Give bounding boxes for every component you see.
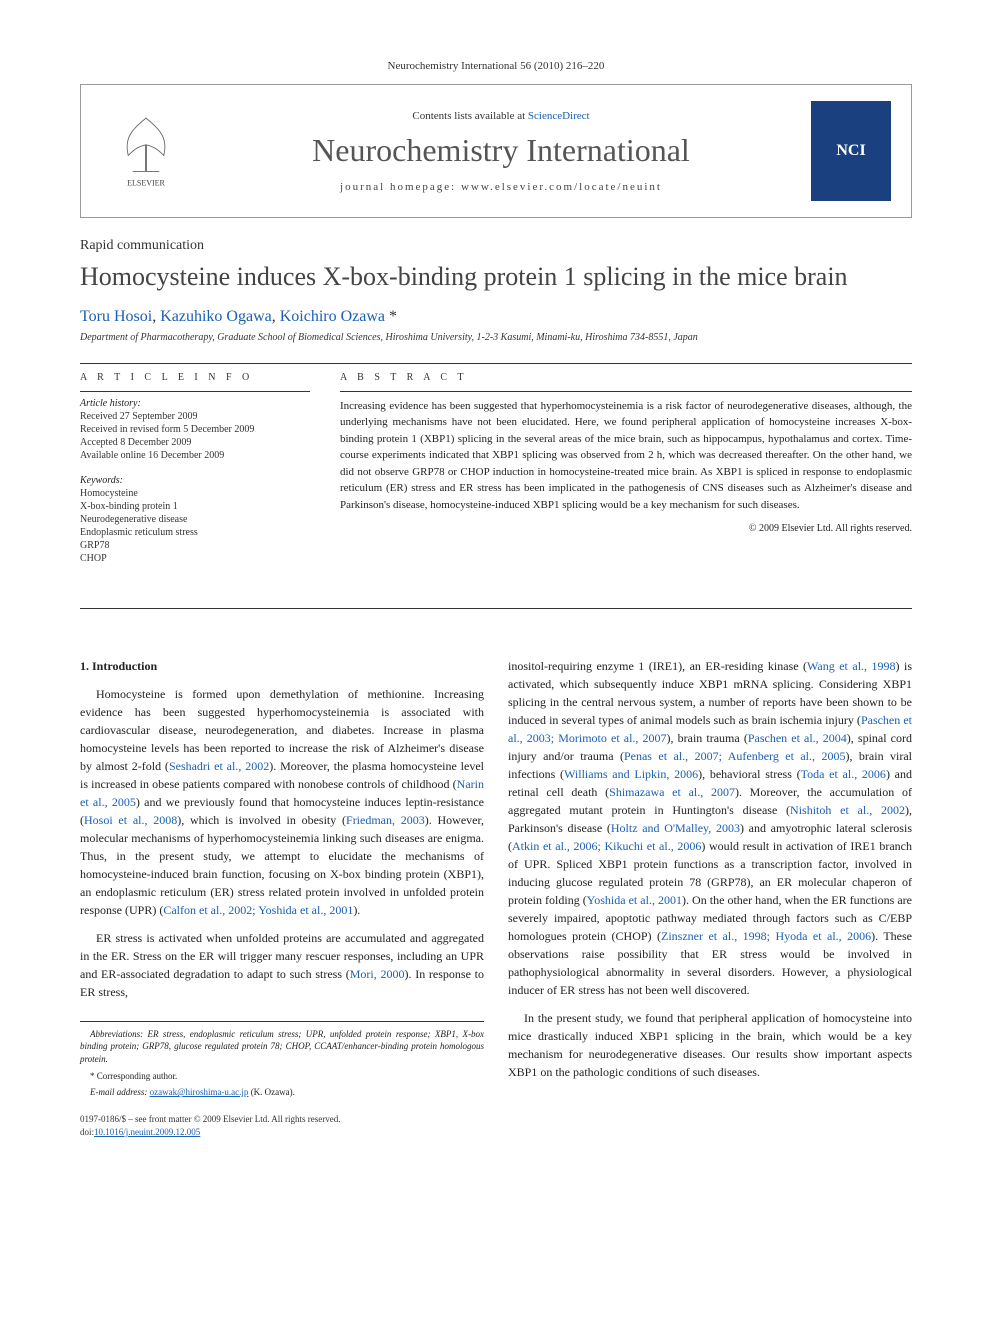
article-title: Homocysteine induces X-box-binding prote… bbox=[80, 260, 912, 294]
page: Neurochemistry International 56 (2010) 2… bbox=[0, 0, 992, 1180]
doi-line: doi:10.1016/j.neuint.2009.12.005 bbox=[80, 1126, 484, 1140]
author-link-ozawa[interactable]: Koichiro Ozawa bbox=[280, 308, 385, 325]
keyword-4: GRP78 bbox=[80, 540, 310, 551]
journal-name: Neurochemistry International bbox=[201, 132, 801, 169]
email-label: E-mail address: bbox=[90, 1087, 150, 1097]
corresponding-note: * Corresponding author. bbox=[80, 1070, 484, 1083]
keyword-3: Endoplasmic reticulum stress bbox=[80, 527, 310, 538]
journal-homepage: journal homepage: www.elsevier.com/locat… bbox=[201, 181, 801, 193]
abbrev-text: Abbreviations: ER stress, endoplasmic re… bbox=[80, 1029, 484, 1064]
publisher-label: ELSEVIER bbox=[127, 179, 165, 188]
keyword-2: Neurodegenerative disease bbox=[80, 514, 310, 525]
author-link-hosoi[interactable]: Toru Hosoi bbox=[80, 308, 152, 325]
contents-line: Contents lists available at ScienceDirec… bbox=[201, 110, 801, 122]
abstract-text: Increasing evidence has been suggested t… bbox=[340, 398, 912, 514]
cover-badge: NCI bbox=[836, 142, 865, 160]
keywords-block: Keywords: Homocysteine X-box-binding pro… bbox=[80, 475, 310, 564]
history-block: Article history: Received 27 September 2… bbox=[80, 398, 310, 461]
header-inner: ELSEVIER Contents lists available at Sci… bbox=[81, 85, 911, 217]
keywords-label: Keywords: bbox=[80, 475, 310, 486]
divider-bottom bbox=[80, 608, 912, 609]
abstract-copyright: © 2009 Elsevier Ltd. All rights reserved… bbox=[340, 523, 912, 534]
abstract-divider bbox=[340, 391, 912, 392]
column-right: inositol-requiring enzyme 1 (IRE1), an E… bbox=[508, 657, 912, 1140]
info-divider-1 bbox=[80, 391, 310, 392]
info-abstract-row: A R T I C L E I N F O Article history: R… bbox=[80, 372, 912, 578]
footnotes: Abbreviations: ER stress, endoplasmic re… bbox=[80, 1021, 484, 1099]
section-heading-introduction: 1. Introduction bbox=[80, 657, 484, 675]
article-info-heading: A R T I C L E I N F O bbox=[80, 372, 310, 383]
citation-line: Neurochemistry International 56 (2010) 2… bbox=[80, 60, 912, 72]
email-note: E-mail address: ozawak@hiroshima-u.ac.jp… bbox=[80, 1086, 484, 1099]
abstract-heading: A B S T R A C T bbox=[340, 372, 912, 383]
divider-top bbox=[80, 363, 912, 364]
keyword-0: Homocysteine bbox=[80, 488, 310, 499]
affiliation: Department of Pharmacotherapy, Graduate … bbox=[80, 332, 912, 343]
email-suffix: (K. Ozawa). bbox=[248, 1087, 294, 1097]
abbrev-note: Abbreviations: ER stress, endoplasmic re… bbox=[80, 1028, 484, 1066]
history-online: Available online 16 December 2009 bbox=[80, 450, 310, 461]
keyword-5: CHOP bbox=[80, 553, 310, 564]
doi-link[interactable]: 10.1016/j.neuint.2009.12.005 bbox=[94, 1127, 200, 1137]
history-label: Article history: bbox=[80, 398, 310, 409]
spacer bbox=[80, 617, 912, 657]
sciencedirect-link[interactable]: ScienceDirect bbox=[528, 110, 590, 122]
article-info: A R T I C L E I N F O Article history: R… bbox=[80, 372, 310, 578]
journal-header: ELSEVIER Contents lists available at Sci… bbox=[80, 84, 912, 218]
tree-icon: ELSEVIER bbox=[111, 111, 181, 191]
column-left: 1. Introduction Homocysteine is formed u… bbox=[80, 657, 484, 1140]
authors-line: Toru Hosoi, Kazuhiko Ogawa, Koichiro Oza… bbox=[80, 308, 912, 326]
history-accepted: Accepted 8 December 2009 bbox=[80, 437, 310, 448]
abstract: A B S T R A C T Increasing evidence has … bbox=[340, 372, 912, 578]
copyright-line: 0197-0186/$ – see front matter © 2009 El… bbox=[80, 1113, 484, 1127]
author-link-ogawa[interactable]: Kazuhiko Ogawa bbox=[160, 308, 272, 325]
elsevier-logo: ELSEVIER bbox=[101, 106, 191, 196]
body-columns: 1. Introduction Homocysteine is formed u… bbox=[80, 657, 912, 1140]
keyword-1: X-box-binding protein 1 bbox=[80, 501, 310, 512]
corresponding-marker: * bbox=[389, 308, 397, 325]
history-received: Received 27 September 2009 bbox=[80, 411, 310, 422]
doi-label: doi: bbox=[80, 1127, 94, 1137]
body-p4: In the present study, we found that peri… bbox=[508, 1009, 912, 1081]
body-p3: inositol-requiring enzyme 1 (IRE1), an E… bbox=[508, 657, 912, 999]
body-p2: ER stress is activated when unfolded pro… bbox=[80, 929, 484, 1001]
header-center: Contents lists available at ScienceDirec… bbox=[191, 110, 811, 193]
footer-bottom: 0197-0186/$ – see front matter © 2009 El… bbox=[80, 1113, 484, 1140]
journal-cover-thumb: NCI bbox=[811, 101, 891, 201]
article-type: Rapid communication bbox=[80, 238, 912, 254]
email-link[interactable]: ozawak@hiroshima-u.ac.jp bbox=[150, 1087, 249, 1097]
history-revised: Received in revised form 5 December 2009 bbox=[80, 424, 310, 435]
contents-prefix: Contents lists available at bbox=[412, 110, 527, 122]
body-p1: Homocysteine is formed upon demethylatio… bbox=[80, 685, 484, 919]
